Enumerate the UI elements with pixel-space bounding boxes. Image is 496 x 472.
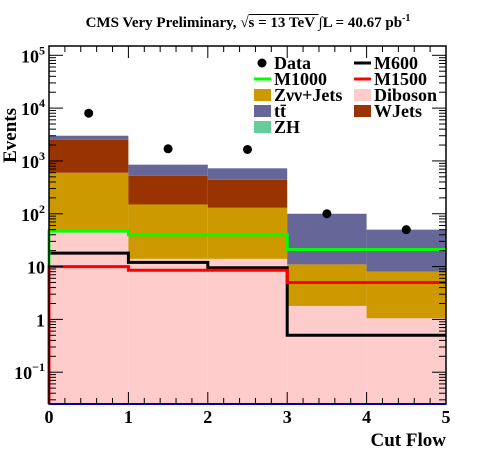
chart-title: CMS Very Preliminary, √s = 13 TeV ∫L = 4… bbox=[0, 13, 496, 32]
data-point bbox=[163, 144, 173, 154]
legend-zh-swatch bbox=[254, 121, 271, 133]
legend-m600-label: M600 bbox=[374, 53, 418, 73]
legend-wjets-swatch bbox=[354, 105, 371, 117]
legend-tt-swatch bbox=[254, 105, 271, 117]
legend: Data M600 M1000 M1500 Zνν+Jets Diboson tt̄ WJet… bbox=[254, 53, 437, 137]
integral-symbol: ∫ bbox=[318, 15, 323, 31]
legend-data-label: Data bbox=[274, 53, 311, 73]
x-tick-label: 2 bbox=[203, 407, 212, 427]
bar-diboson-bin-0 bbox=[49, 232, 129, 404]
line-m1500 bbox=[47, 265, 446, 404]
title-lumi-exponent: -1 bbox=[402, 13, 411, 24]
x-tick-label: 4 bbox=[362, 407, 371, 427]
title-energy: s = 13 TeV bbox=[248, 15, 319, 31]
x-axis-label: Cut Flow bbox=[371, 430, 447, 451]
bar-wjets-bin-2 bbox=[207, 179, 288, 208]
bar-z-jets-bin-0 bbox=[49, 172, 129, 233]
bar-tt-bin-3 bbox=[287, 213, 367, 265]
y-tick-label: 10 bbox=[27, 258, 45, 278]
bar-diboson-bin-1 bbox=[128, 258, 208, 404]
bar-diboson-bin-4 bbox=[366, 318, 446, 404]
y-tick-label: 105 bbox=[21, 43, 45, 66]
title-prefix: CMS Very Preliminary, bbox=[85, 15, 241, 31]
data-point bbox=[243, 144, 252, 154]
legend-zh-label: ZH bbox=[274, 117, 300, 137]
x-tick-label: 1 bbox=[124, 407, 133, 427]
data-points bbox=[84, 108, 411, 235]
bar-diboson-bin-2 bbox=[207, 258, 288, 404]
y-tick-label: 104 bbox=[21, 96, 45, 119]
data-point bbox=[84, 108, 94, 118]
bar-tt-bin-1 bbox=[128, 164, 208, 176]
bar-wjets-bin-0 bbox=[49, 139, 129, 173]
sqrt-symbol: √ bbox=[240, 15, 249, 31]
x-tick-label: 0 bbox=[45, 407, 54, 427]
title-lumi: L = 40.67 pb bbox=[322, 15, 403, 31]
line-m600 bbox=[47, 251, 446, 404]
bar-z-jets-bin-1 bbox=[128, 204, 208, 259]
bar-z-jets-bin-4 bbox=[366, 271, 446, 319]
bar-z-jets-bin-3 bbox=[287, 264, 367, 306]
bar-tt-bin-0 bbox=[49, 135, 129, 140]
x-tick-label: 5 bbox=[442, 407, 451, 427]
legend-diboson-swatch bbox=[354, 89, 371, 101]
bar-tt-bin-2 bbox=[207, 168, 288, 180]
data-point bbox=[322, 209, 332, 219]
legend-z-jets-swatch bbox=[254, 89, 271, 101]
legend-m1000-label: M1000 bbox=[274, 69, 327, 89]
legend-diboson-label: Diboson bbox=[374, 85, 437, 105]
signal-lines bbox=[47, 229, 446, 404]
legend-tt-label: tt̄ bbox=[274, 101, 286, 121]
bar-diboson-bin-3 bbox=[287, 305, 367, 404]
stacked-backgrounds bbox=[49, 135, 446, 404]
data-point bbox=[401, 225, 411, 235]
axes: 0 1 2 3 4 5 10−1 1 10 102 103 104 105 bbox=[14, 43, 450, 427]
y-tick-label: 1 bbox=[36, 310, 45, 330]
legend-data-marker bbox=[257, 58, 267, 68]
y-tick-label: 102 bbox=[21, 202, 45, 225]
y-tick-label: 10−1 bbox=[14, 360, 45, 383]
x-tick-label: 3 bbox=[283, 407, 292, 427]
legend-wjets-label: WJets bbox=[374, 101, 422, 121]
y-axis-label: Events bbox=[0, 108, 21, 163]
line-m1000 bbox=[47, 229, 446, 404]
bar-wjets-bin-1 bbox=[128, 175, 208, 205]
y-tick-label: 103 bbox=[21, 149, 45, 172]
legend-z-jets-label: Zνν+Jets bbox=[274, 85, 342, 105]
legend-m1500-label: M1500 bbox=[374, 69, 427, 89]
